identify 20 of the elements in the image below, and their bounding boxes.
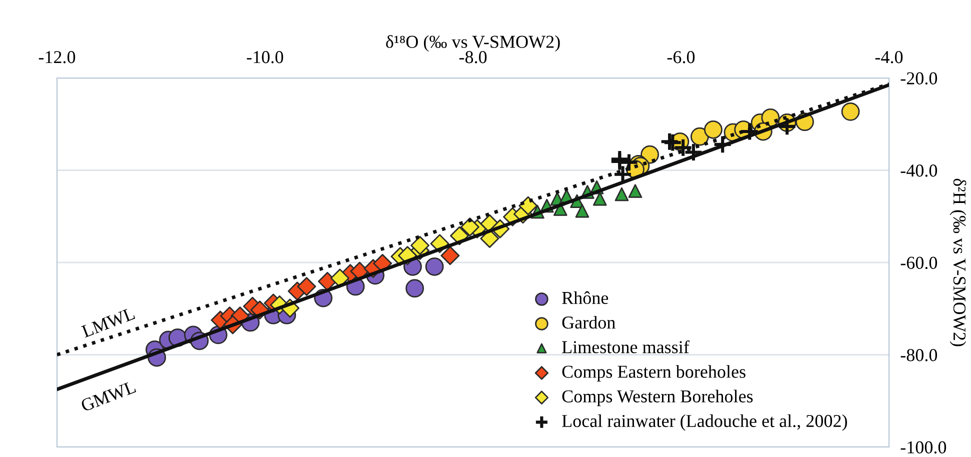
legend-label: Local rainwater (Ladouche et al., 2002) bbox=[562, 414, 847, 431]
x-axis-title: δ¹⁸O (‰ vs V-SMOW2) bbox=[386, 35, 560, 52]
x-tick-label: -4.0 bbox=[875, 51, 903, 64]
x-tick-label: -8.0 bbox=[459, 51, 487, 64]
y-tick-label: -80.0 bbox=[900, 349, 938, 362]
x-tick-label: -10.0 bbox=[246, 51, 284, 64]
legend-label: Comps Western Boreholes bbox=[562, 390, 753, 406]
legend-label: Rhône bbox=[562, 291, 608, 304]
y-axis-title: δ²H (‰ vs V-SMOW2) bbox=[950, 178, 966, 346]
y-tick-label: -60.0 bbox=[900, 256, 938, 270]
legend-label: Comps Eastern boreholes bbox=[562, 365, 746, 382]
text: LMWL bbox=[81, 307, 136, 338]
legend-label: Gardon bbox=[562, 316, 616, 329]
legend-label: Limestone massif bbox=[562, 340, 690, 354]
y-tick-label: -40.0 bbox=[900, 164, 938, 177]
y-tick-label: -100.0 bbox=[900, 441, 946, 454]
x-tick-label: -12.0 bbox=[38, 51, 76, 64]
y-tick-label: -20.0 bbox=[900, 72, 938, 85]
text: GMWL bbox=[80, 380, 136, 412]
x-tick-label: -6.0 bbox=[667, 51, 695, 64]
